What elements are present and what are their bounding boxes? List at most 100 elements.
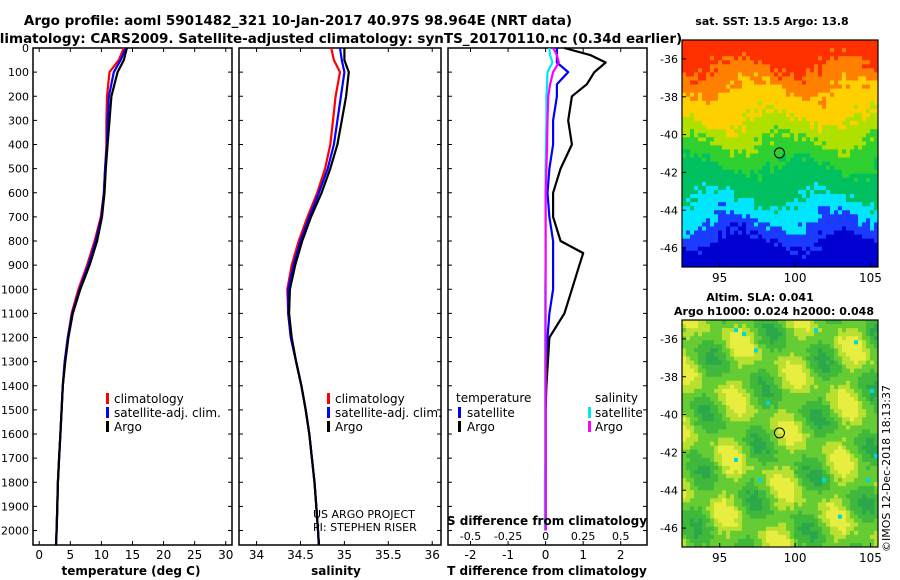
heatmap-cell bbox=[750, 189, 755, 195]
heatmap-cell bbox=[830, 88, 835, 94]
heatmap-cell bbox=[826, 88, 831, 94]
heatmap-cell bbox=[766, 121, 771, 126]
heatmap-cell bbox=[814, 356, 819, 361]
heatmap-cell bbox=[714, 409, 719, 414]
heatmap-cell bbox=[718, 48, 723, 53]
heatmap-cell bbox=[782, 214, 787, 219]
heatmap-cell bbox=[682, 92, 687, 98]
heatmap-cell bbox=[750, 380, 755, 386]
heatmap-cell bbox=[770, 453, 775, 459]
heatmap-cell bbox=[850, 226, 855, 231]
heatmap-cell bbox=[702, 104, 707, 110]
heatmap-cell bbox=[782, 453, 787, 459]
heatmap-cell bbox=[766, 413, 771, 418]
heatmap-cell bbox=[874, 409, 879, 414]
heatmap-cell bbox=[850, 173, 855, 179]
heatmap-cell bbox=[698, 60, 703, 65]
heatmap-cell bbox=[834, 344, 839, 349]
heatmap-cell bbox=[866, 72, 871, 77]
heatmap-cell bbox=[790, 129, 795, 134]
heatmap-cell bbox=[802, 60, 807, 65]
heatmap-cell bbox=[738, 88, 743, 94]
heatmap-cell bbox=[822, 344, 827, 349]
heatmap-cell bbox=[730, 449, 735, 455]
heatmap-cell bbox=[778, 388, 783, 394]
heatmap-cell bbox=[834, 129, 839, 134]
heatmap-cell bbox=[742, 461, 747, 467]
heatmap-cell bbox=[778, 242, 783, 248]
heatmap-cell bbox=[814, 44, 819, 49]
heatmap-cell bbox=[758, 206, 763, 211]
heatmap-cell bbox=[750, 336, 755, 341]
heatmap-cell bbox=[802, 108, 807, 114]
heatmap-cell bbox=[706, 112, 711, 118]
heatmap-cell bbox=[838, 364, 843, 370]
heatmap-cell bbox=[842, 218, 847, 223]
heatmap-cell bbox=[814, 210, 819, 215]
heatmap-cell bbox=[714, 478, 719, 483]
heatmap-cell bbox=[818, 129, 823, 134]
heatmap-cell bbox=[798, 352, 803, 357]
heatmap-cell bbox=[826, 230, 831, 235]
heatmap-cell bbox=[722, 92, 727, 98]
heatmap-cell bbox=[786, 185, 791, 191]
heatmap-cell bbox=[862, 457, 867, 463]
heatmap-cell bbox=[870, 92, 875, 98]
heatmap-cell bbox=[734, 336, 739, 341]
heatmap-cell bbox=[774, 112, 779, 118]
heatmap-cell bbox=[694, 320, 699, 325]
heatmap-cell bbox=[834, 401, 839, 406]
heatmap-cell bbox=[754, 401, 759, 406]
heatmap-cell bbox=[866, 344, 871, 349]
heatmap-cell bbox=[714, 238, 719, 244]
legend-swatch-argo bbox=[106, 421, 109, 432]
heatmap-cell bbox=[854, 429, 859, 434]
heatmap-cell bbox=[826, 441, 831, 447]
heatmap-cell bbox=[786, 388, 791, 394]
heatmap-cell bbox=[854, 401, 859, 406]
heatmap-cell bbox=[858, 133, 863, 138]
heatmap-cell bbox=[730, 92, 735, 98]
heatmap-cell bbox=[710, 328, 715, 333]
x-tick-label: 105 bbox=[859, 271, 882, 285]
heatmap-cell bbox=[682, 405, 687, 410]
heatmap-cell bbox=[814, 364, 819, 370]
heatmap-cell bbox=[758, 332, 763, 337]
heatmap-cell bbox=[690, 482, 695, 487]
heatmap-cell bbox=[846, 469, 851, 475]
heatmap-cell bbox=[810, 218, 815, 223]
heatmap-cell bbox=[874, 238, 879, 244]
heatmap-cell bbox=[814, 421, 819, 426]
heatmap-cell bbox=[738, 425, 743, 430]
heatmap-cell bbox=[854, 457, 859, 463]
heatmap-cell bbox=[830, 226, 835, 231]
heatmap-cell bbox=[750, 413, 755, 418]
heatmap-cell bbox=[754, 181, 759, 187]
heatmap-cell bbox=[854, 433, 859, 438]
heatmap-cell bbox=[770, 117, 775, 122]
heatmap-cell bbox=[830, 177, 835, 183]
heatmap-cell bbox=[714, 80, 719, 85]
heatmap-cell bbox=[722, 104, 727, 110]
heatmap-cell bbox=[694, 133, 699, 138]
heatmap-cell bbox=[722, 210, 727, 215]
heatmap-cell bbox=[858, 474, 863, 479]
heatmap-cell bbox=[818, 137, 823, 142]
heatmap-cell bbox=[694, 100, 699, 106]
heatmap-cell bbox=[714, 324, 719, 329]
heatmap-cell bbox=[866, 141, 871, 146]
heatmap-cell bbox=[862, 449, 867, 455]
heatmap-cell bbox=[702, 137, 707, 142]
heatmap-cell bbox=[710, 198, 715, 203]
heatmap-cell bbox=[750, 250, 755, 256]
heatmap-cell bbox=[758, 254, 763, 260]
heatmap-cell bbox=[858, 165, 863, 171]
heatmap-cell bbox=[714, 165, 719, 171]
heatmap-cell bbox=[702, 340, 707, 345]
heatmap-cell bbox=[774, 104, 779, 110]
heatmap-cell bbox=[710, 206, 715, 211]
heatmap-cell bbox=[802, 364, 807, 370]
heatmap-cell bbox=[818, 145, 823, 150]
heatmap-cell bbox=[830, 218, 835, 223]
heatmap-cell bbox=[694, 413, 699, 418]
